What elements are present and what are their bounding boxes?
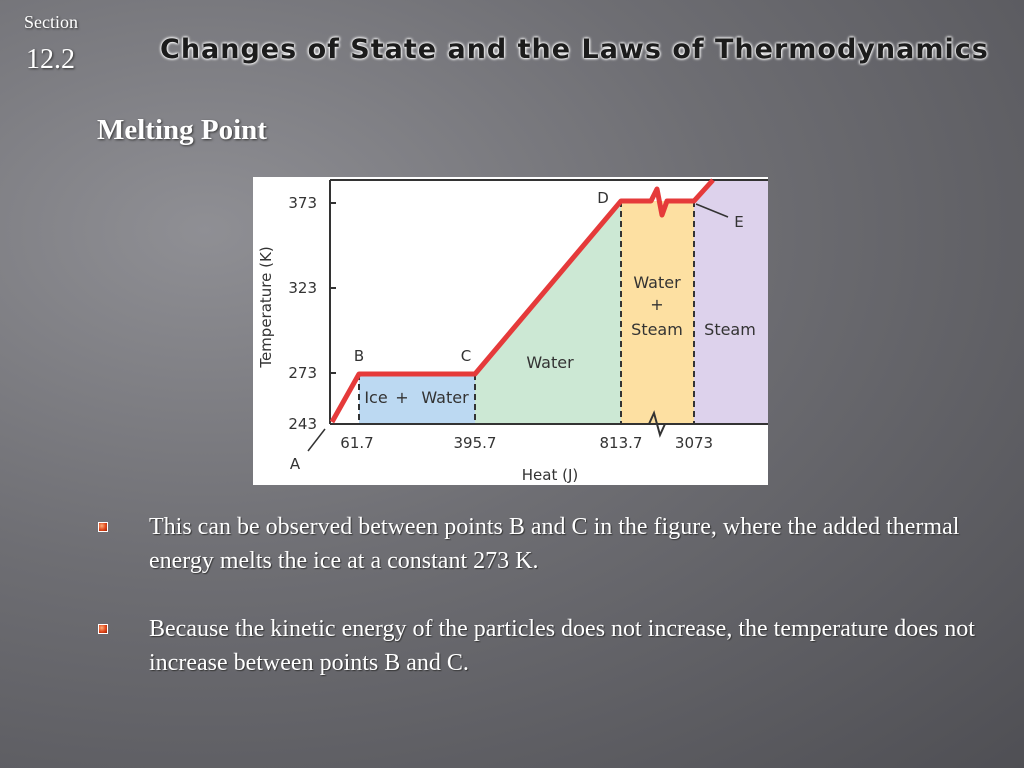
region-label-water: Water	[421, 388, 469, 407]
x-axis-title: Heat (J)	[522, 466, 578, 484]
bullet-list: This can be observed between points B an…	[96, 510, 986, 714]
section-label: Section	[24, 12, 78, 32]
point-label-a: A	[290, 455, 301, 473]
section-number: 12.2	[26, 44, 75, 75]
axis-break-mark	[648, 410, 666, 438]
bullet-text: Because the kinetic energy of the partic…	[149, 616, 975, 676]
water-region	[475, 201, 621, 424]
ice-water-region	[359, 374, 475, 424]
point-a-leader	[307, 428, 326, 452]
heating-curve-figure: 373 323 273 243 Temperature (K) 61.7 395…	[253, 177, 768, 485]
steam-region	[694, 180, 768, 424]
y-tick-label: 243	[288, 415, 317, 433]
point-label-d: D	[597, 189, 609, 207]
region-label-ice: Ice	[364, 388, 387, 407]
x-tick-label: 813.7	[600, 434, 643, 452]
region-label-water-top: Water	[633, 273, 681, 292]
heating-curve	[329, 178, 715, 424]
y-axis-title: Temperature (K)	[257, 246, 275, 368]
y-tick-label: 273	[288, 364, 317, 382]
point-label-e: E	[734, 213, 743, 231]
x-tick-label: 3073	[675, 434, 713, 452]
region-label-steam-ws: Steam	[631, 320, 683, 339]
x-tick-label: 61.7	[340, 434, 373, 452]
region-label-steam: Steam	[704, 320, 756, 339]
bullet-item: Because the kinetic energy of the partic…	[96, 612, 986, 680]
y-tick-label: 323	[288, 279, 317, 297]
water-steam-region	[621, 201, 694, 424]
point-e-leader	[695, 203, 729, 218]
point-label-c: C	[461, 347, 471, 365]
region-label-plus-ws: +	[650, 295, 663, 314]
slide-title: Changes of State and the Laws of Thermod…	[160, 34, 989, 65]
slide-subtitle: Melting Point	[97, 114, 267, 146]
point-label-b: B	[354, 347, 364, 365]
x-tick-label: 395.7	[454, 434, 497, 452]
bullet-item: This can be observed between points B an…	[96, 510, 986, 578]
bullet-square-icon	[98, 624, 108, 634]
bullet-square-icon	[98, 522, 108, 532]
bullet-text: This can be observed between points B an…	[149, 514, 960, 574]
y-tick-label: 373	[288, 194, 317, 212]
region-label-water-liquid: Water	[526, 353, 574, 372]
region-label-plus: +	[395, 388, 408, 407]
